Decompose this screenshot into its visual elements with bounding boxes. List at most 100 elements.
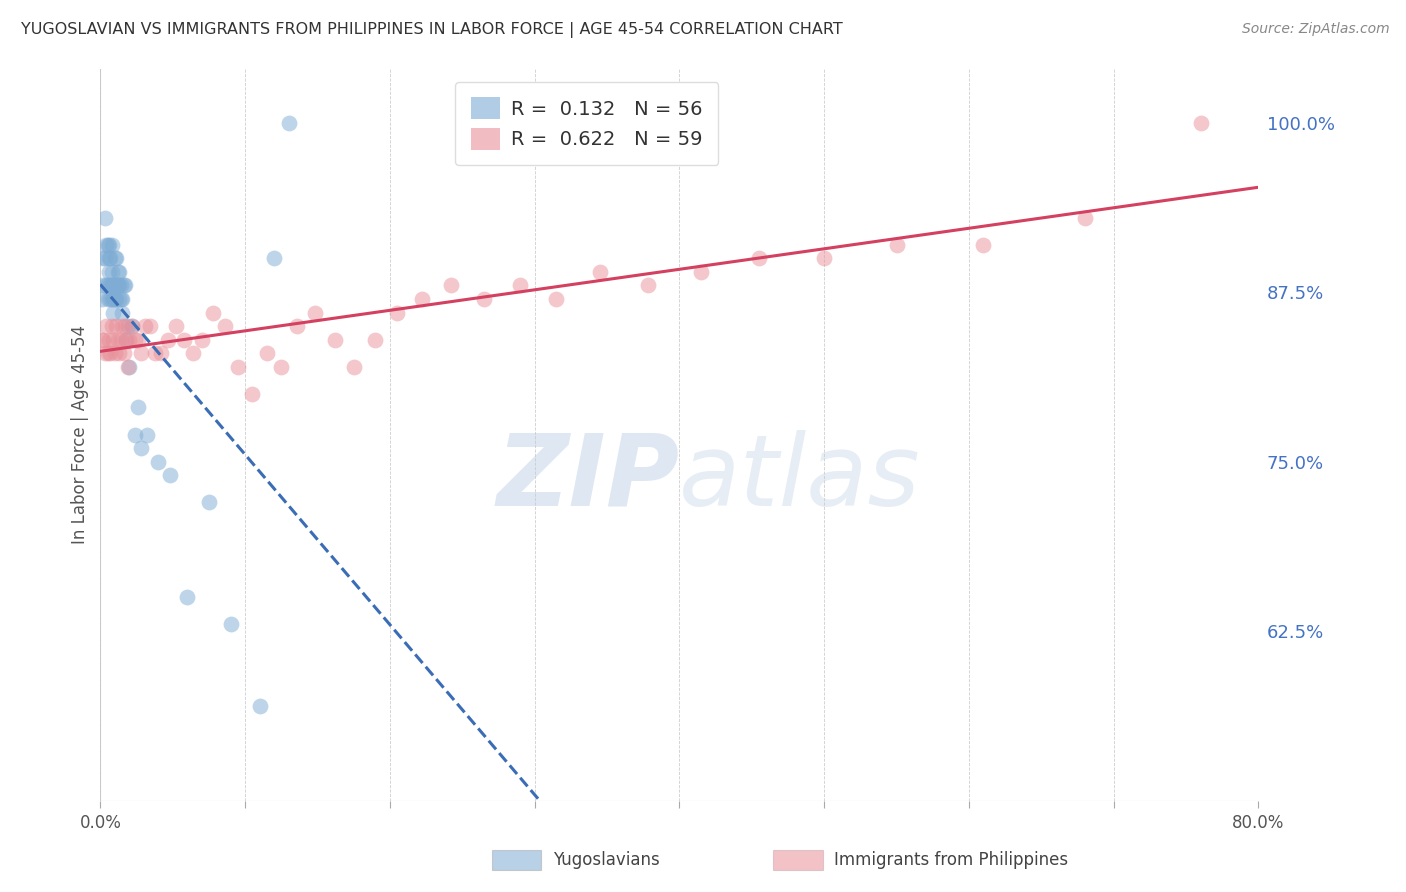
Text: Source: ZipAtlas.com: Source: ZipAtlas.com — [1241, 22, 1389, 37]
Point — [117, 359, 139, 374]
Point — [101, 319, 124, 334]
Text: YUGOSLAVIAN VS IMMIGRANTS FROM PHILIPPINES IN LABOR FORCE | AGE 45-54 CORRELATIO: YUGOSLAVIAN VS IMMIGRANTS FROM PHILIPPIN… — [21, 22, 842, 38]
Point — [107, 265, 129, 279]
Point — [94, 278, 117, 293]
Point — [97, 346, 120, 360]
Point — [100, 292, 122, 306]
Point — [135, 427, 157, 442]
Point — [90, 333, 112, 347]
Point — [101, 237, 124, 252]
Point — [256, 346, 278, 360]
Point — [1073, 211, 1095, 225]
Point — [121, 319, 143, 334]
Point — [285, 319, 308, 334]
Point — [107, 333, 129, 347]
Point — [97, 237, 120, 252]
Point — [97, 292, 120, 306]
Point — [100, 252, 122, 266]
Point — [117, 319, 139, 334]
Point — [589, 265, 612, 279]
Point — [124, 427, 146, 442]
Point — [91, 252, 114, 266]
Legend: R =  0.132   N = 56, R =  0.622   N = 59: R = 0.132 N = 56, R = 0.622 N = 59 — [456, 82, 718, 165]
Point — [440, 278, 463, 293]
Point — [110, 292, 132, 306]
Point — [101, 292, 124, 306]
Point — [690, 265, 713, 279]
Point — [111, 292, 134, 306]
Point — [343, 359, 366, 374]
Point — [813, 252, 835, 266]
Point — [104, 252, 127, 266]
Point — [94, 319, 117, 334]
Point — [121, 319, 143, 334]
Point — [108, 265, 131, 279]
Point — [114, 319, 136, 334]
Point — [472, 292, 495, 306]
Point — [277, 116, 299, 130]
Point — [100, 278, 122, 293]
Point — [100, 346, 122, 360]
Point — [98, 237, 121, 252]
Point — [143, 346, 166, 360]
Point — [124, 333, 146, 347]
Text: atlas: atlas — [679, 430, 921, 527]
Point — [546, 292, 568, 306]
Text: Yugoslavians: Yugoslavians — [553, 851, 659, 869]
Point — [138, 319, 160, 334]
Point — [150, 346, 173, 360]
Point — [1189, 116, 1212, 130]
Point — [637, 278, 659, 293]
Point — [110, 333, 132, 347]
Point — [886, 237, 908, 252]
Point — [98, 333, 121, 347]
Point — [118, 333, 141, 347]
Point — [190, 333, 212, 347]
Point — [202, 305, 225, 319]
Point — [104, 292, 127, 306]
Point — [323, 333, 346, 347]
Point — [214, 319, 236, 334]
Point — [111, 319, 134, 334]
Point — [108, 346, 131, 360]
Point — [385, 305, 408, 319]
Y-axis label: In Labor Force | Age 45-54: In Labor Force | Age 45-54 — [72, 325, 89, 544]
Point — [90, 292, 112, 306]
Point — [157, 333, 180, 347]
Point — [108, 292, 131, 306]
Point — [249, 698, 271, 713]
Point — [127, 333, 149, 347]
Point — [91, 278, 114, 293]
Point — [115, 333, 138, 347]
Point — [509, 278, 531, 293]
Point — [270, 359, 292, 374]
Point — [115, 333, 138, 347]
Point — [112, 346, 135, 360]
Text: Immigrants from Philippines: Immigrants from Philippines — [834, 851, 1069, 869]
Point — [103, 292, 125, 306]
Point — [148, 455, 170, 469]
Point — [134, 319, 156, 334]
Point — [101, 278, 124, 293]
Point — [103, 305, 125, 319]
Point — [104, 346, 127, 360]
Point — [129, 441, 152, 455]
Point — [159, 468, 181, 483]
Point — [748, 252, 770, 266]
Point — [93, 346, 115, 360]
Point — [127, 401, 149, 415]
Point — [114, 278, 136, 293]
Text: ZIP: ZIP — [496, 430, 679, 527]
Point — [104, 278, 127, 293]
Point — [411, 292, 433, 306]
Point — [93, 252, 115, 266]
Point — [129, 346, 152, 360]
Point — [103, 278, 125, 293]
Point — [108, 278, 131, 293]
Point — [118, 359, 141, 374]
Point — [198, 495, 221, 509]
Point — [304, 305, 326, 319]
Point — [105, 278, 128, 293]
Point — [105, 319, 128, 334]
Point — [181, 346, 204, 360]
